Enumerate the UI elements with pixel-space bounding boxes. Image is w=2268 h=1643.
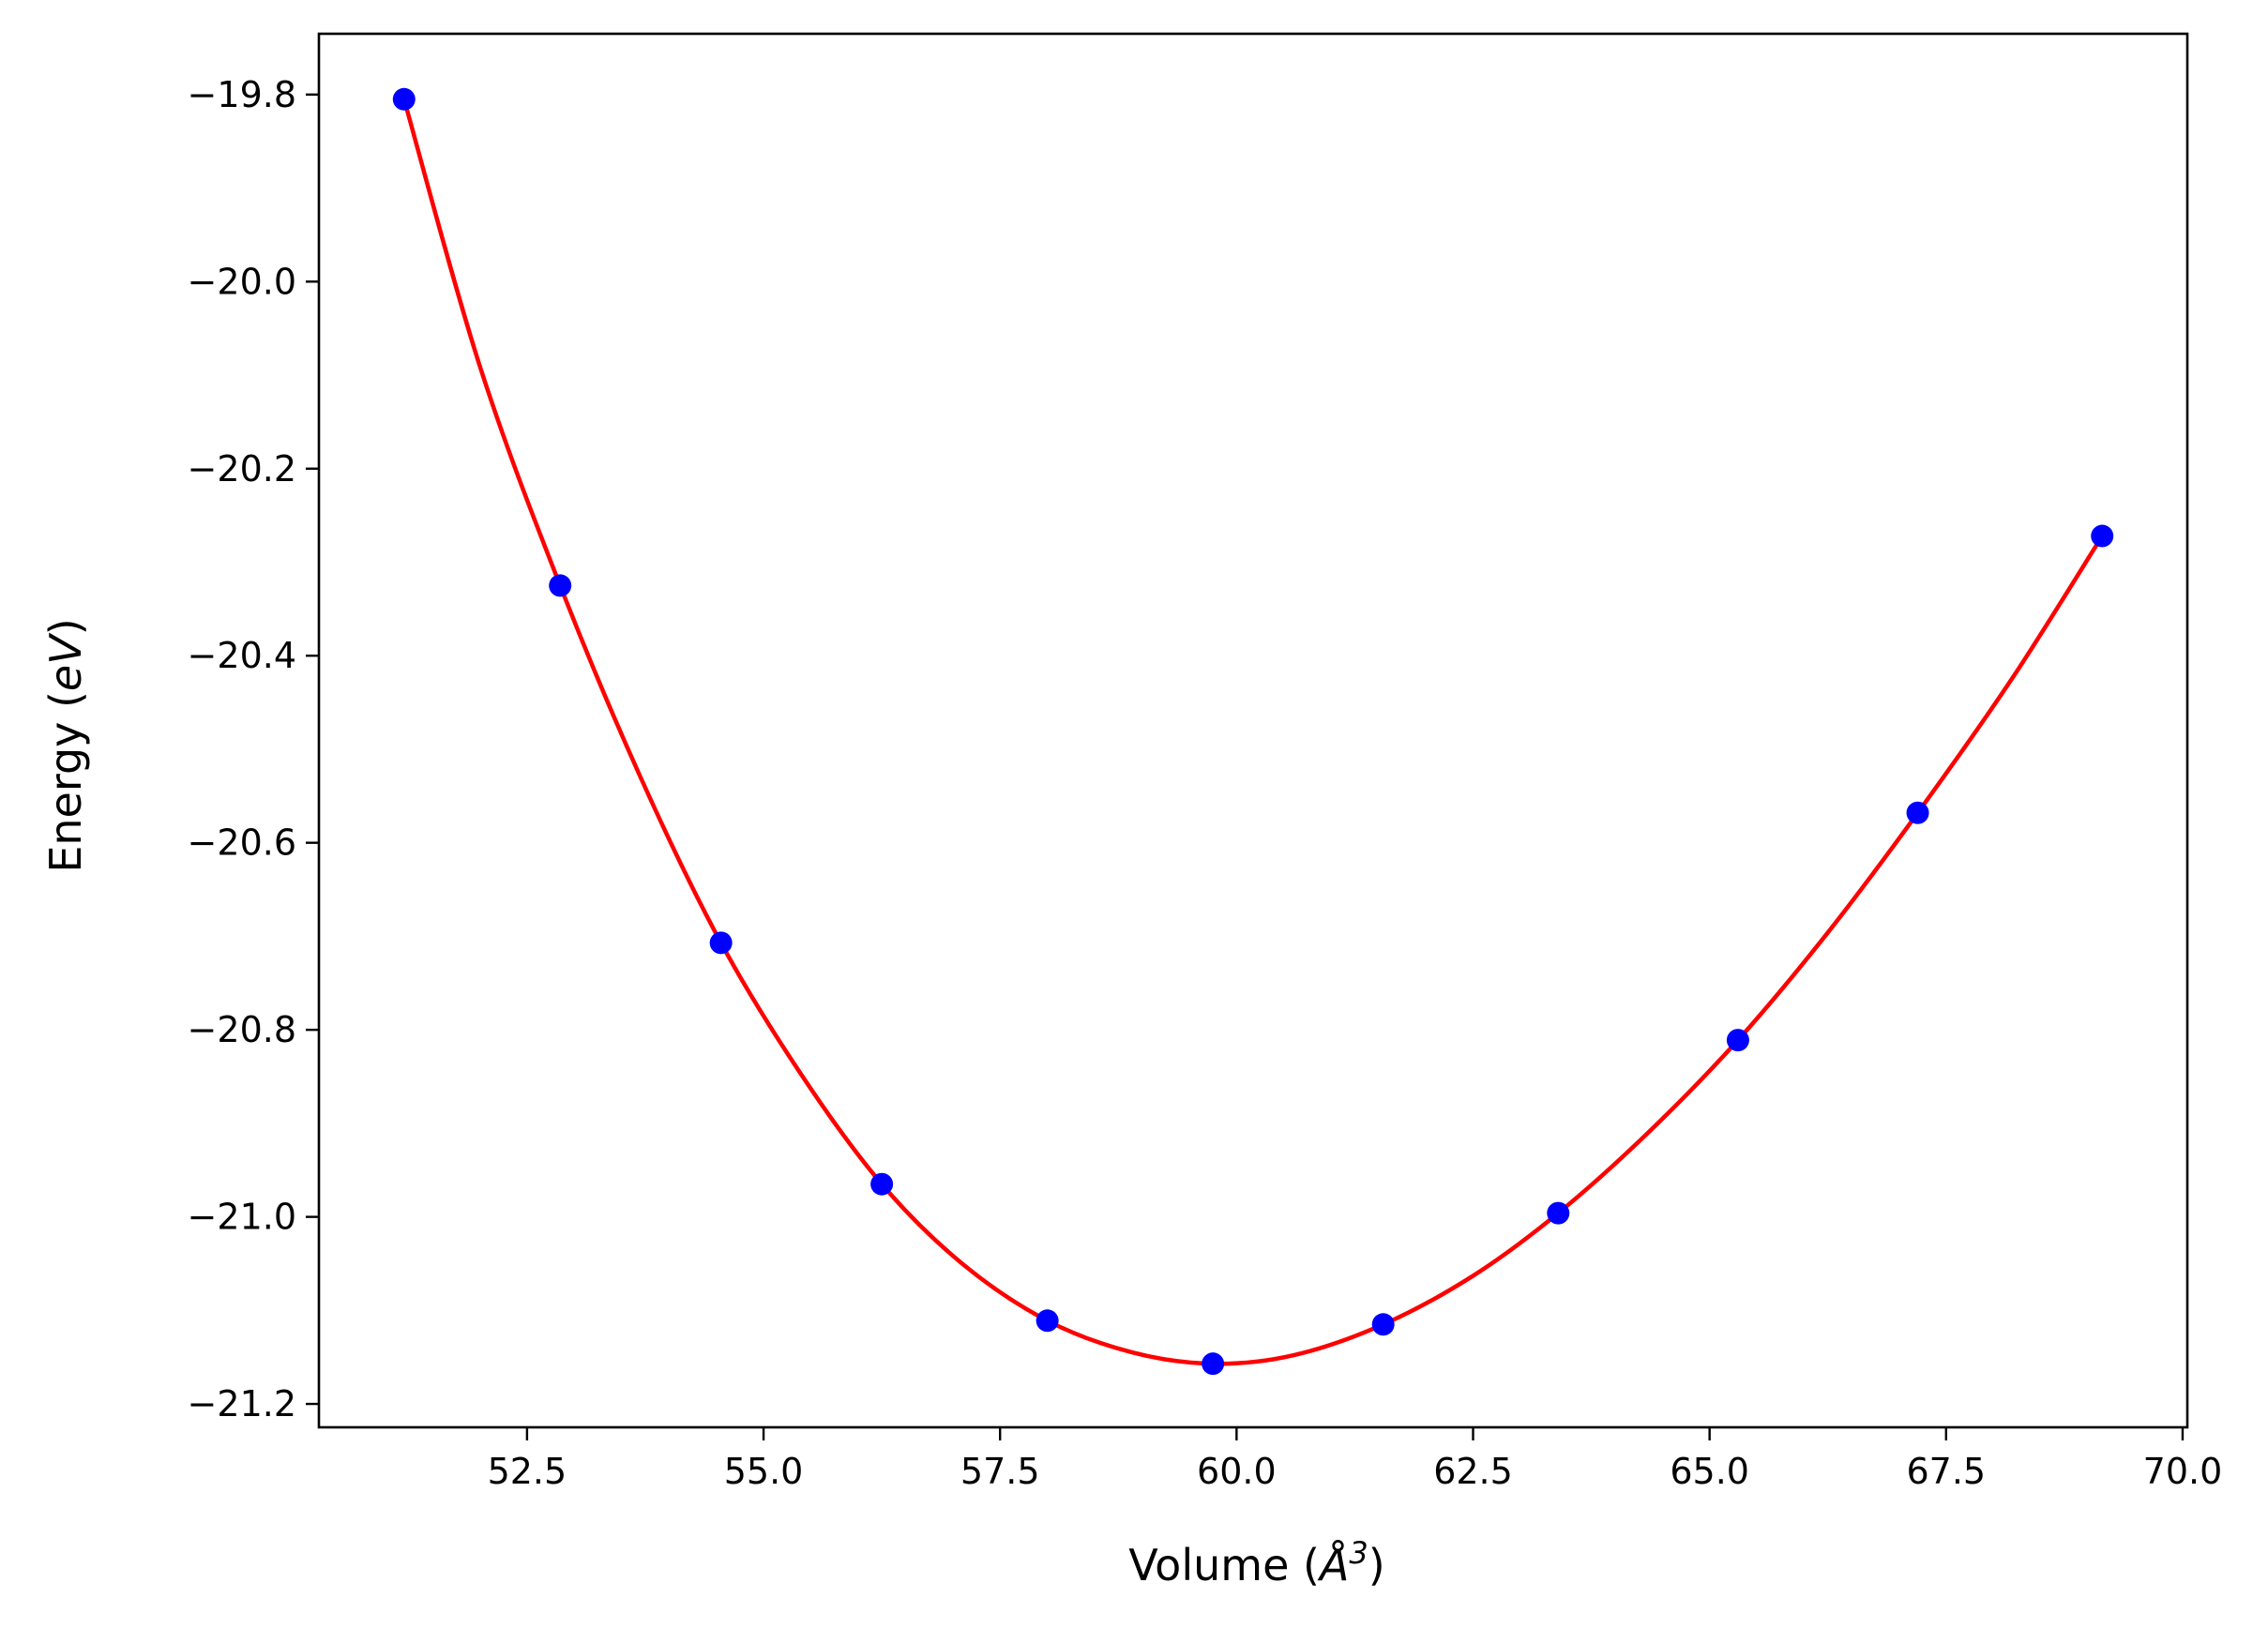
y-axis-label-text: Energy ( (40, 691, 91, 873)
y-tick-label: −21.2 (188, 1383, 296, 1424)
y-tick-label: −20.6 (188, 822, 296, 864)
y-tick-label: −20.8 (188, 1009, 296, 1050)
data-point (1726, 1029, 1749, 1052)
plot-area (392, 87, 2114, 1376)
axes-frame (317, 32, 2189, 1429)
x-tick-label: 65.0 (1670, 1451, 1749, 1492)
x-axis-label-exponent: 3 (1349, 1535, 1368, 1571)
data-point (870, 1172, 894, 1196)
axis-ticks: 52.5 55.0 57.5 60.0 62.5 65.0 67.5 70.0 −19.8 −20… (188, 74, 2223, 1492)
data-point (549, 574, 572, 597)
x-tick-label: 55.0 (724, 1451, 804, 1492)
fit-curve (401, 98, 2105, 1366)
data-point (1371, 1313, 1395, 1336)
y-axis-label-close: ) (40, 618, 91, 635)
y-tick-label: −20.4 (188, 635, 296, 676)
y-axis-label-unit: eV (40, 632, 91, 691)
x-axis-label: Volume (Å3) (1128, 1535, 1384, 1590)
y-axis-label: Energy (eV) (40, 618, 91, 872)
data-point (2091, 524, 2114, 548)
x-tick-label: 70.0 (2143, 1451, 2223, 1492)
x-axis-label-text: Volume ( (1128, 1540, 1320, 1590)
data-point (1036, 1309, 1059, 1333)
data-point (1202, 1352, 1225, 1376)
x-tick-label: 52.5 (488, 1451, 567, 1492)
x-tick-label: 60.0 (1197, 1451, 1277, 1492)
y-tick-label: −19.8 (188, 74, 296, 115)
x-tick-label: 57.5 (960, 1451, 1040, 1492)
x-tick-label: 67.5 (1907, 1451, 1987, 1492)
x-axis-label-unit: Å (1317, 1540, 1349, 1590)
data-point (1906, 801, 1929, 824)
data-point (392, 87, 416, 111)
y-tick-label: −20.0 (188, 261, 296, 302)
y-tick-label: −20.2 (188, 448, 296, 490)
data-point (709, 931, 733, 955)
data-point (1547, 1201, 1570, 1225)
x-tick-label: 62.5 (1433, 1451, 1513, 1492)
y-tick-label: −21.0 (188, 1197, 296, 1238)
x-axis-label-close: ) (1368, 1540, 1385, 1590)
